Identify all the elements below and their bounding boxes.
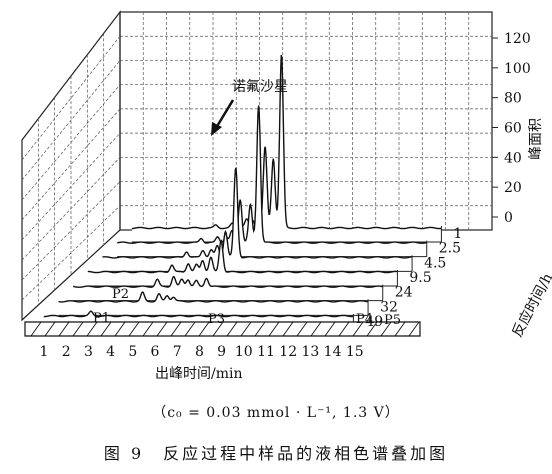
x-tick-label: 4 <box>106 344 115 360</box>
x-tick-label: 11 <box>257 344 275 360</box>
z-tick-label: 9.5 <box>409 270 431 286</box>
front-floor <box>24 321 421 337</box>
trace-9.5h <box>87 239 398 274</box>
side-wall-hgrid <box>21 181 121 281</box>
x-tick-label: 2 <box>62 344 71 360</box>
y-tick-label: 60 <box>504 121 522 137</box>
x-tick-label: 1 <box>40 344 49 360</box>
floor-hatch <box>58 321 70 337</box>
floor-hatch <box>408 321 420 337</box>
z-tick-label: 24 <box>395 285 413 301</box>
floor-hatch <box>296 321 308 337</box>
trace-32h <box>58 291 368 303</box>
floor-hatch <box>310 321 322 337</box>
x-tick-label: 3 <box>84 344 93 360</box>
trace-occluder <box>73 276 383 301</box>
x-tick-label: 8 <box>195 344 204 360</box>
annotation-arrow-head <box>211 122 222 136</box>
x-tick-label: 7 <box>173 344 182 360</box>
floor-hatch <box>184 321 196 337</box>
floor-hatch <box>254 321 266 337</box>
peak-label-p4: P4 <box>356 312 373 327</box>
floor-hatch <box>394 321 406 337</box>
floor-hatch <box>338 321 350 337</box>
side-wall-grid <box>21 10 121 322</box>
figure-caption: 图 9 反应过程中样品的液相色谱叠加图 <box>103 444 449 463</box>
peak-label-p3: P3 <box>208 312 225 327</box>
floor-hatch <box>142 321 154 337</box>
peak-label-p1: P1 <box>93 311 110 326</box>
peak-label-p5: P5 <box>384 313 401 328</box>
floor-hatch <box>352 321 364 337</box>
floor-hatch <box>44 321 56 337</box>
x-tick-label: 10 <box>235 344 253 360</box>
y-tick-label: 40 <box>504 150 522 166</box>
y-tick-label: 80 <box>504 91 522 107</box>
condition-note: （c₀ = 0.03 mmol · L⁻¹, 1.3 V） <box>152 405 400 421</box>
trace-1h <box>131 54 442 230</box>
x-tick-label: 14 <box>324 344 342 360</box>
y-axis-title: 峰面积 <box>528 118 544 160</box>
annotation-arrow-shaft <box>214 99 235 129</box>
z-tick-label: 2.5 <box>439 241 461 257</box>
x-tick-label: 15 <box>346 344 364 360</box>
floor-hatch <box>114 321 126 337</box>
floor-hatch <box>156 321 168 337</box>
z-tick-label: 32 <box>380 299 398 315</box>
floor-hatch <box>380 321 392 337</box>
z-tick-label: 49 <box>365 314 383 330</box>
trace-49h <box>43 310 354 318</box>
floor-hatch <box>268 321 280 337</box>
z-axis-title: 反应时间/h <box>509 270 552 340</box>
x-axis-title: 出峰时间/min <box>155 366 243 382</box>
y-tick-label: 0 <box>504 210 513 226</box>
floor-hatch <box>128 321 140 337</box>
arrow-annotation-label: 诺氟沙星 <box>232 79 288 95</box>
trace-2.5h <box>117 105 427 244</box>
floor-hatch <box>198 321 210 337</box>
floor-hatch <box>30 321 42 337</box>
trace-occluder <box>102 167 413 272</box>
x-tick-label: 9 <box>217 344 226 360</box>
floor-hatch <box>170 321 182 337</box>
floor-hatch <box>324 321 336 337</box>
peak-label-p2: P2 <box>112 287 129 302</box>
floor-hatch <box>282 321 294 337</box>
floor-plane <box>24 321 421 337</box>
x-tick-label: 12 <box>279 344 297 360</box>
trace-4.5h <box>102 167 412 259</box>
floor-hatch <box>240 321 252 337</box>
back-wall-grid <box>119 11 493 231</box>
trace-24h <box>73 275 383 288</box>
floor-hatch <box>212 321 224 337</box>
z-tick-label: 4.5 <box>424 255 446 271</box>
trace-occluder <box>87 240 398 286</box>
x-tick-label: 6 <box>151 344 160 360</box>
trace-occluder <box>58 292 369 316</box>
y-tick-label: 20 <box>504 180 522 196</box>
x-tick-label: 5 <box>128 344 137 360</box>
z-tick-label: 1 <box>453 226 462 242</box>
floor-hatch <box>72 321 84 337</box>
y-tick-label: 120 <box>504 31 531 47</box>
x-tick-label: 13 <box>301 344 319 360</box>
floor-hatch <box>226 321 238 337</box>
floor-hatch <box>86 321 98 337</box>
floor-hatch <box>100 321 112 337</box>
y-tick-label: 100 <box>504 61 531 77</box>
floor-hatch <box>366 321 378 337</box>
